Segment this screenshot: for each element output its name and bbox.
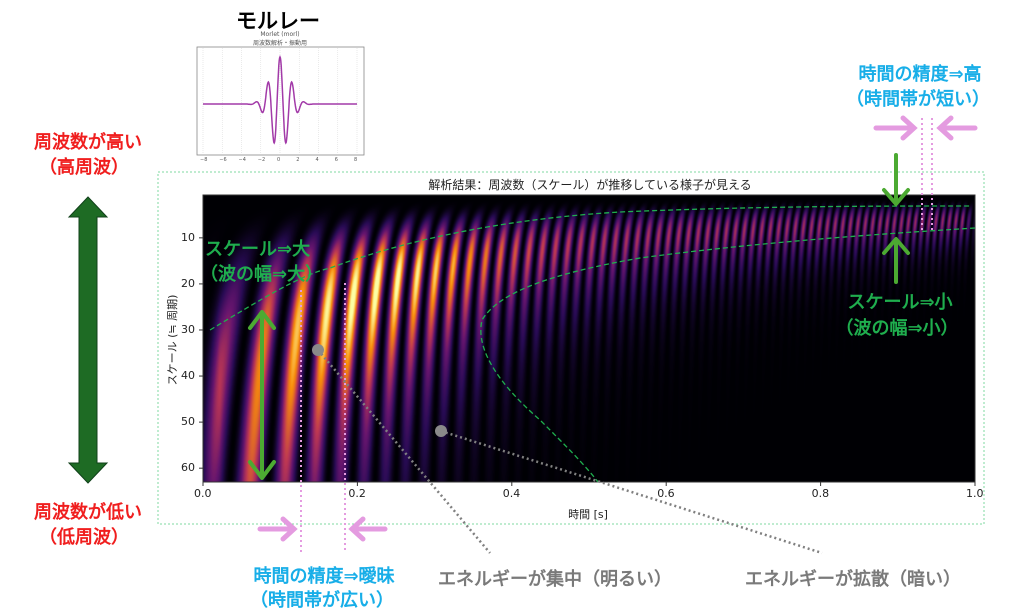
energy-diffuse-label: エネルギーが拡散（暗い） bbox=[745, 569, 961, 590]
lower-cone-curve bbox=[480, 227, 976, 483]
y-tick-label: 60 bbox=[181, 461, 195, 475]
morlet-grid bbox=[202, 48, 358, 154]
y-tick-label: 10 bbox=[181, 230, 195, 244]
time-precision-high-sublabel: （時間帯が短い） bbox=[846, 89, 990, 110]
scalogram-heatmap bbox=[203, 195, 975, 482]
y-tick-label: 20 bbox=[181, 276, 195, 290]
x-tick-label: 0.6 bbox=[657, 487, 675, 500]
frequency-double-arrow-icon bbox=[67, 196, 109, 484]
morlet-xtick-label: 0 bbox=[277, 157, 281, 163]
diffuse-point-marker bbox=[435, 425, 447, 437]
diffuse-pointer-line bbox=[440, 429, 823, 555]
pink-arrow-left-top-icon bbox=[936, 115, 978, 141]
energy-concentrated-label: エネルギーが集中（明るい） bbox=[438, 569, 672, 590]
low-frequency-label: 周波数が低い bbox=[34, 502, 142, 523]
green-down-arrow-icon bbox=[882, 153, 910, 206]
concentrated-point-marker bbox=[312, 344, 324, 356]
high-frequency-sublabel: （高周波） bbox=[39, 157, 129, 178]
scale-range-double-arrow-icon bbox=[248, 310, 276, 480]
y-tick-label: 50 bbox=[181, 415, 195, 429]
scale-large-sublabel: （波の幅⇒大） bbox=[200, 264, 324, 285]
concentrated-pointer-line bbox=[317, 349, 491, 554]
time-precision-vague-sublabel: （時間帯が広い） bbox=[250, 590, 394, 611]
morlet-xtick-label: 6 bbox=[334, 157, 338, 163]
tick-marks bbox=[199, 237, 976, 486]
x-tick-label: 0.4 bbox=[502, 487, 521, 500]
scale-small-label: スケール⇒小 bbox=[847, 292, 953, 313]
x-tick-label: 0.8 bbox=[811, 487, 830, 500]
x-tick-label: 0.0 bbox=[194, 487, 212, 500]
morlet-xtick-label: −4 bbox=[238, 157, 246, 163]
chart-frame bbox=[157, 171, 985, 525]
morlet-wavelet-curve bbox=[203, 54, 357, 145]
morlet-title: Morlet (morl) bbox=[260, 31, 300, 38]
morlet-xtick-label: 2 bbox=[296, 157, 300, 163]
scale-small-sublabel: （波の幅⇒小） bbox=[835, 318, 959, 339]
pink-arrow-left-icon bbox=[348, 516, 388, 542]
x-tick-label: 1.0 bbox=[966, 487, 984, 500]
green-up-arrow-icon bbox=[882, 237, 910, 284]
morlet-xtick-label: −8 bbox=[200, 157, 208, 163]
time-precision-vague-label: 時間の精度⇒曖昧 bbox=[253, 566, 395, 587]
morlet-xtick-label: −2 bbox=[257, 157, 266, 163]
x-tick-label: 0.2 bbox=[348, 487, 366, 500]
x-axis-label: 時間 [s] bbox=[568, 508, 608, 521]
low-frequency-sublabel: （低周波） bbox=[39, 527, 129, 548]
y-tick-label: 40 bbox=[181, 369, 195, 383]
high-frequency-label: 周波数が高い bbox=[34, 132, 142, 153]
morlet-xtick-label: 8 bbox=[354, 157, 358, 163]
time-precision-high-label: 時間の精度⇒高 bbox=[858, 64, 982, 85]
chart-title: 解析結果：周波数（スケール）が推移している様子が見える bbox=[428, 178, 752, 192]
morlet-xtick-label: −6 bbox=[219, 157, 227, 163]
pink-arrow-right-top-icon bbox=[873, 115, 918, 141]
scale-large-label: スケール⇒大 bbox=[205, 239, 311, 260]
upper-cone-curve bbox=[209, 205, 973, 331]
pink-arrow-right-icon bbox=[257, 516, 298, 542]
plot-border bbox=[202, 194, 976, 483]
morlet-heading: モルレー bbox=[236, 9, 320, 33]
y-tick-label: 30 bbox=[181, 322, 195, 336]
morlet-subtitle: 周波数解析・振動用 bbox=[252, 40, 308, 47]
morlet-xtick-label: 4 bbox=[315, 157, 319, 163]
